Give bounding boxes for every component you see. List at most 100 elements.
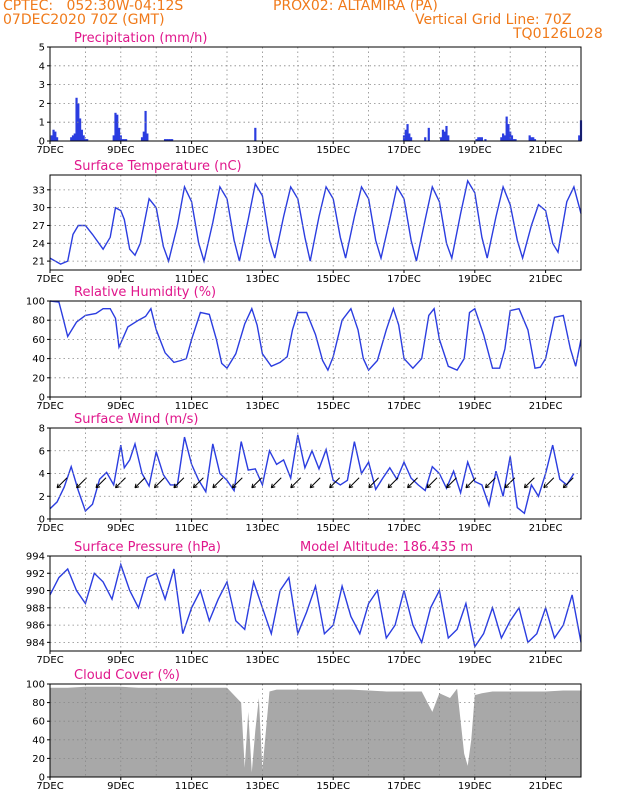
wind-arrow-head <box>562 483 568 489</box>
precip-bar <box>163 139 167 141</box>
wind-arrow-head <box>484 483 490 489</box>
panel-surface_pressure: 984 986 988 990 992 994 7DEC 9DEC 11DEC 13DEC 15DE… <box>26 540 582 666</box>
precip-bar <box>84 139 87 141</box>
y-tick-label: 5 <box>39 43 45 54</box>
x-tick-label: 7DEC <box>36 401 63 412</box>
plot-frame <box>49 174 582 271</box>
x-tick-label: 15DEC <box>316 655 350 666</box>
x-tick-label: 9DEC <box>107 655 134 666</box>
wind-arrow-head <box>134 483 140 489</box>
wind-arrow-head <box>407 483 412 489</box>
wind-arrow <box>543 477 555 489</box>
precip-bar <box>408 133 411 141</box>
precip-bar <box>52 129 55 141</box>
wind-arrow <box>309 477 321 489</box>
precip-bar <box>509 131 512 141</box>
wind-arrow-head <box>445 483 451 489</box>
wind-arrow <box>465 477 477 489</box>
cloud-area <box>50 686 581 777</box>
precip-bar <box>441 129 445 141</box>
precip-bar <box>507 124 510 141</box>
y-tick-label: 80 <box>32 698 45 709</box>
precip-bar <box>140 137 144 141</box>
y-tick-label: 984 <box>26 638 45 649</box>
x-tick-label: 11DEC <box>175 145 209 156</box>
precip-bar <box>443 131 446 141</box>
y-tick-label: 2 <box>39 492 45 503</box>
y-tick-label: 20 <box>32 373 45 384</box>
plot-frame <box>49 683 582 778</box>
wind-arrow-head <box>270 483 276 489</box>
precip-bar <box>445 125 448 141</box>
x-tick-label: 11DEC <box>175 401 209 412</box>
precip-bar <box>514 139 517 141</box>
wind-arrow <box>368 477 379 489</box>
y-tick-label: 33 <box>32 185 45 196</box>
wind-arrow <box>562 477 574 489</box>
x-tick-label: 13DEC <box>246 401 280 412</box>
x-tick-label: 13DEC <box>246 781 280 792</box>
panel-title: Surface Pressure (hPa) <box>74 540 221 555</box>
x-tick-label: 17DEC <box>387 655 421 666</box>
wind-arrow-head <box>387 483 393 489</box>
y-tick-label: 0 <box>39 393 45 404</box>
panel-title: Relative Humidity (%) <box>74 285 216 300</box>
x-tick-label: 21DEC <box>529 145 563 156</box>
wind-arrow <box>134 477 146 489</box>
precip-bar <box>54 131 57 141</box>
header-grid-line: Vertical Grid Line: 70Z <box>415 12 572 28</box>
precip-bar <box>121 139 124 141</box>
y-tick-label: 60 <box>32 335 45 346</box>
wind-arrow-head <box>212 483 217 489</box>
plot-frame <box>49 46 582 142</box>
x-tick-label: 21DEC <box>529 523 563 534</box>
precip-bar <box>167 139 170 141</box>
panel-surface_wind: 0 2 4 6 8 7DEC 9DEC 11DEC 13DEC 15DEC 17DEC 19DEC 21… <box>36 412 582 534</box>
panel-title: Cloud Cover (%) <box>74 668 180 683</box>
x-tick-label: 15DEC <box>316 523 350 534</box>
surface_pressure-line <box>49 562 582 649</box>
precip-bar <box>480 137 483 141</box>
wind-arrow <box>173 477 185 489</box>
x-tick-label: 21DEC <box>529 781 563 792</box>
wind-arrow <box>290 477 302 489</box>
wind-arrow <box>446 477 457 489</box>
x-tick-label: 13DEC <box>246 145 280 156</box>
precip-bar <box>116 114 119 141</box>
y-tick-label: 0 <box>39 515 45 526</box>
panel-relative_humidity: 0 20 40 60 80 100 7DEC 9DEC 11DEC 13DEC 15DEC 17DEC… <box>26 285 582 412</box>
x-tick-label: 15DEC <box>316 781 350 792</box>
precip-bar <box>142 131 145 141</box>
x-tick-label: 7DEC <box>36 274 63 285</box>
precip-bar <box>404 129 407 141</box>
y-tick-label: 6 <box>39 446 45 457</box>
precip-bar <box>484 139 487 141</box>
precip-bar <box>502 133 505 141</box>
wind-arrow-head <box>115 483 120 489</box>
precip-bar <box>530 137 533 141</box>
y-tick-label: 27 <box>32 221 45 232</box>
panel-annotation: Model Altitude: 186.435 m <box>300 540 473 555</box>
x-tick-label: 7DEC <box>36 781 63 792</box>
x-tick-label: 17DEC <box>387 274 421 285</box>
panel-title: Surface Wind (m/s) <box>74 412 198 427</box>
x-tick-label: 9DEC <box>107 523 134 534</box>
wind-arrow <box>193 477 204 489</box>
wind-arrow-head <box>251 483 256 489</box>
precip-bar <box>427 127 430 141</box>
wind-arrow-head <box>95 483 101 489</box>
precip-bar <box>169 139 172 141</box>
wind-arrow <box>251 477 263 489</box>
x-tick-label: 9DEC <box>107 274 134 285</box>
x-tick-label: 9DEC <box>107 145 134 156</box>
x-tick-label: 17DEC <box>387 781 421 792</box>
precip-bar <box>532 137 535 141</box>
precip-bar <box>80 129 83 141</box>
precip-bar <box>477 137 480 141</box>
y-tick-label: 1 <box>39 118 45 129</box>
y-tick-label: 0 <box>39 137 45 148</box>
wind-arrow-head <box>76 483 81 489</box>
wind-arrow <box>485 477 496 489</box>
y-tick-label: 20 <box>32 754 45 765</box>
